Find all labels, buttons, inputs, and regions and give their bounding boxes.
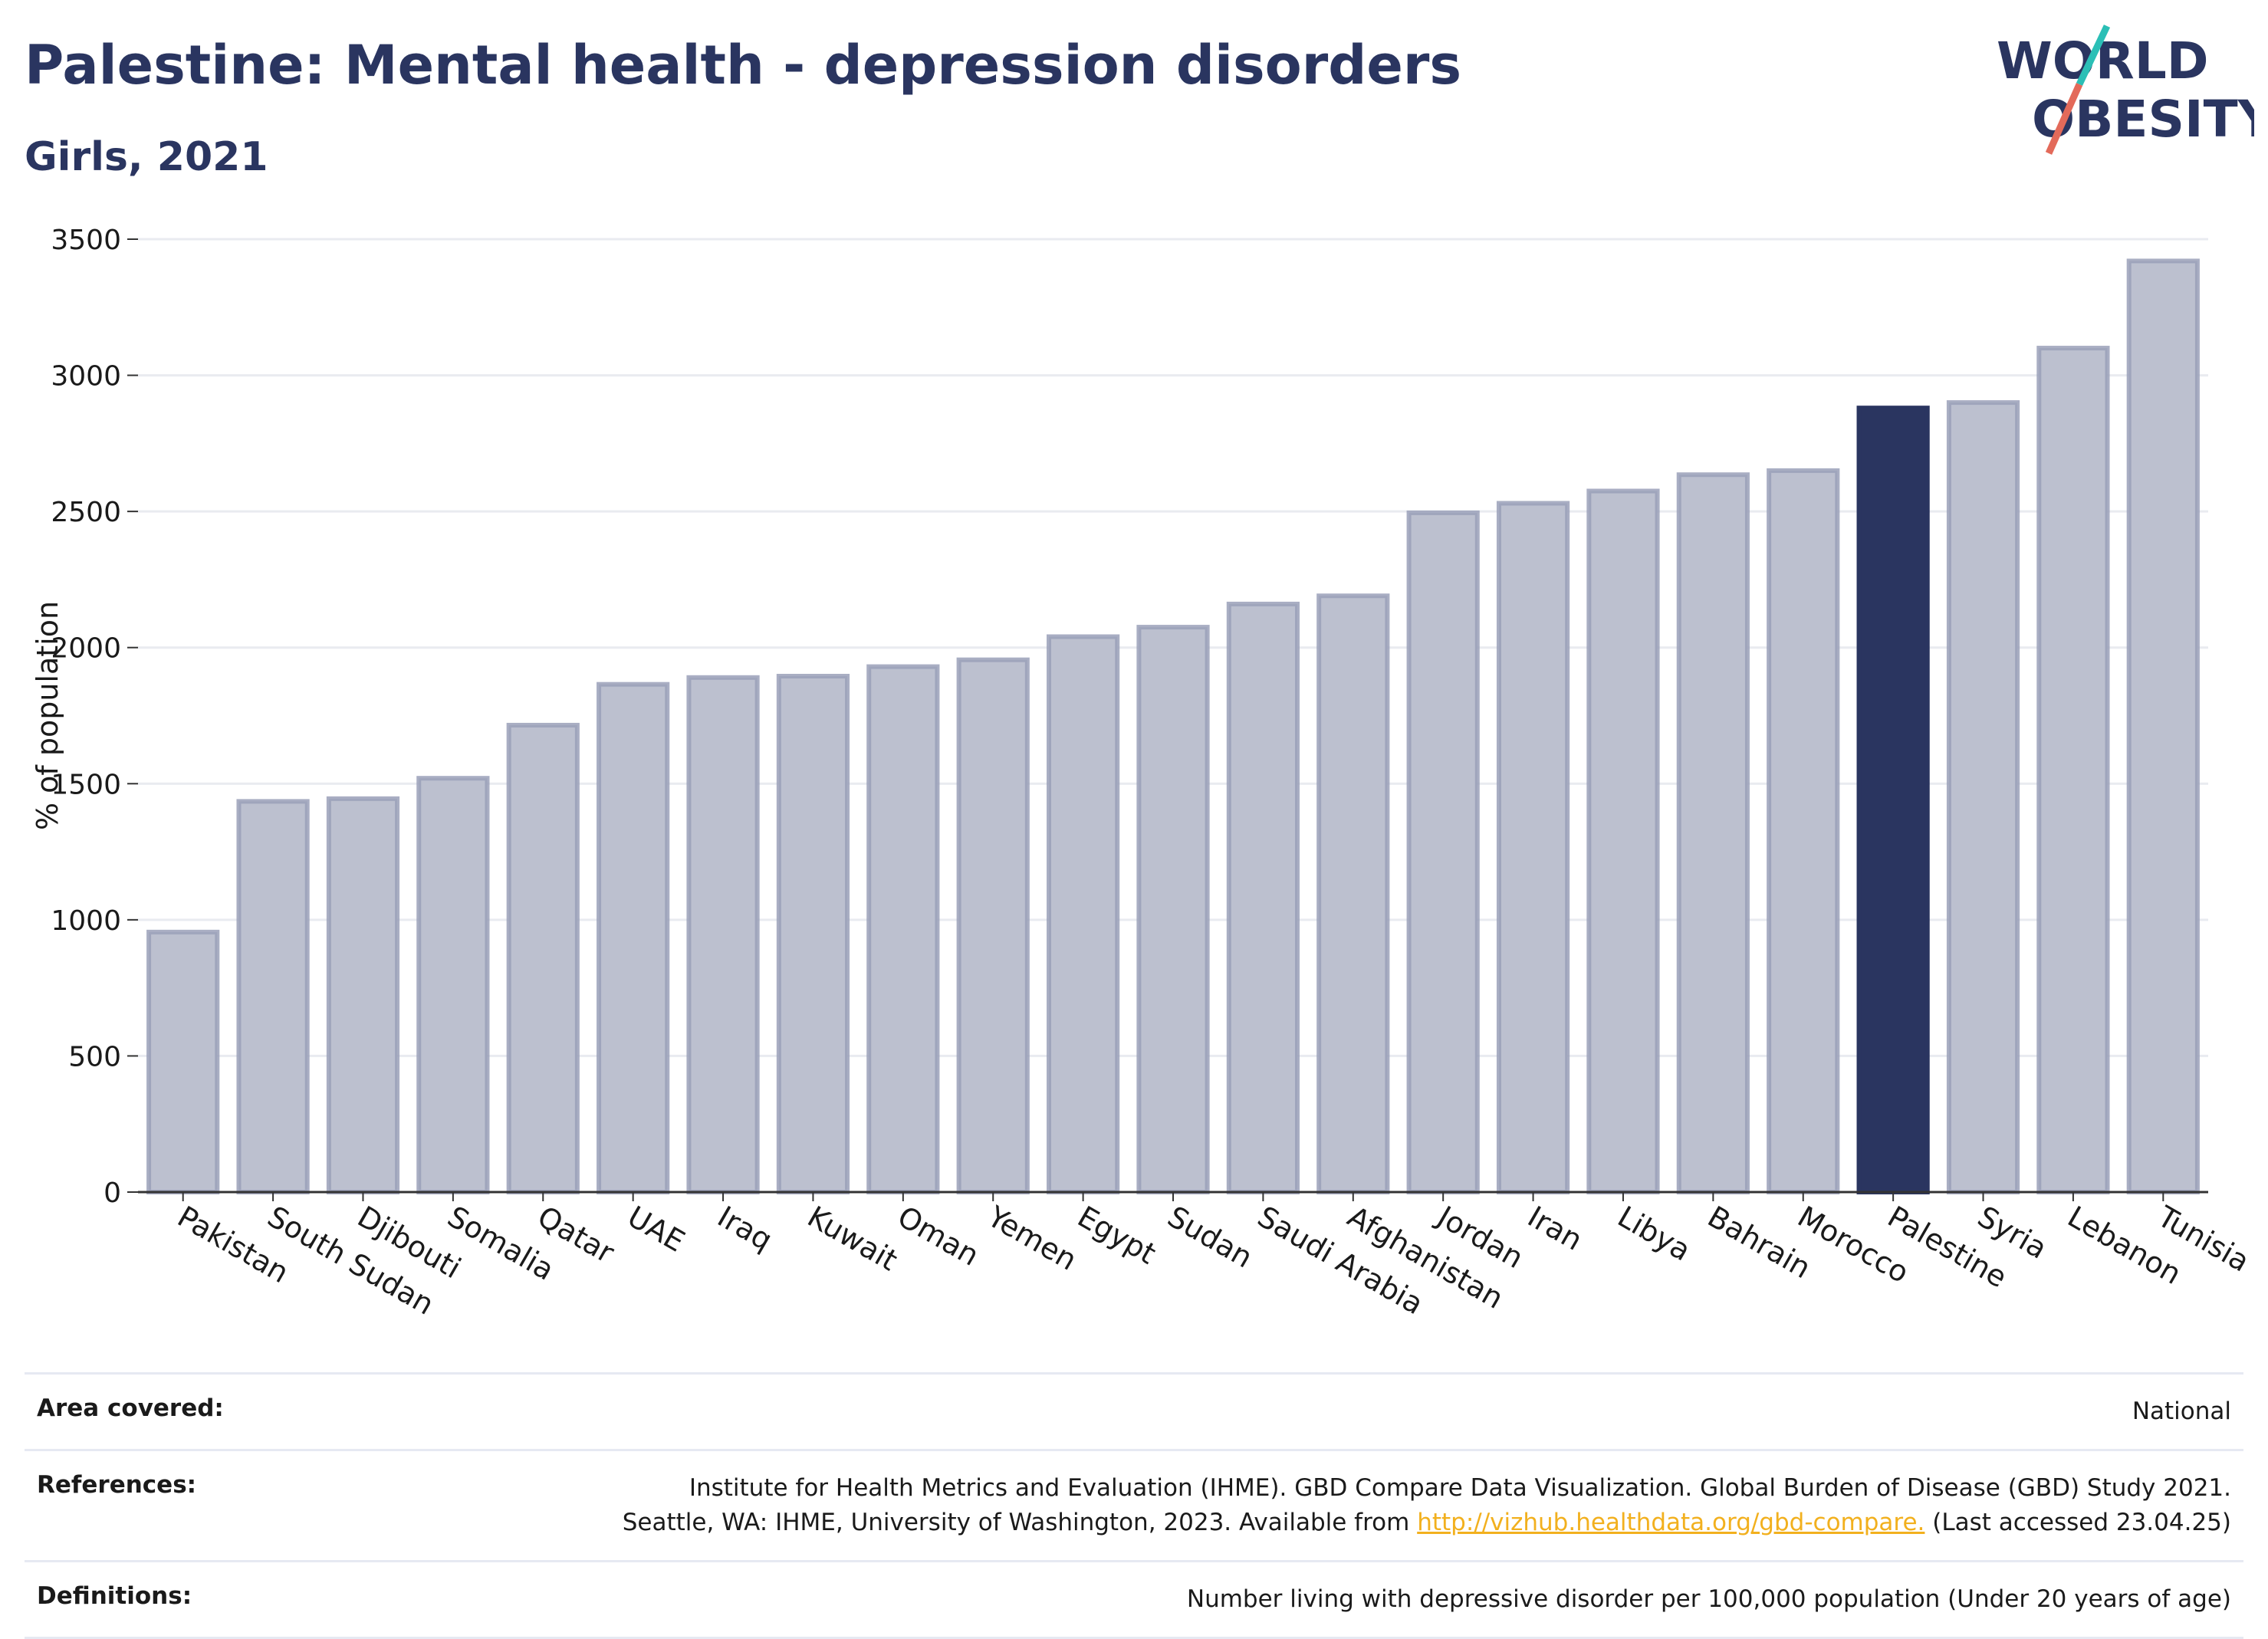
bar-djibouti [326, 796, 400, 1195]
bar-qatar [506, 722, 580, 1194]
references-link[interactable]: http://vizhub.healthdata.org/gbd-compare… [1417, 1508, 1925, 1536]
y-tick-label: 500 [68, 1041, 121, 1072]
bar-afghanistan [1316, 593, 1390, 1194]
bar-sudan [1136, 625, 1210, 1194]
x-tick-label: UAE [622, 1200, 690, 1259]
x-tick-label: Libya [1612, 1200, 1696, 1268]
chart-title: Palestine: Mental health - depression di… [25, 34, 1462, 97]
bar-libya [1586, 488, 1660, 1194]
references-line2-suffix: (Last accessed 23.04.25) [1925, 1508, 2231, 1536]
world-obesity-logo: WORLD OBESITY [1997, 25, 2254, 155]
bar-uae [597, 682, 670, 1194]
x-tick-label: Iraq [712, 1200, 778, 1257]
y-tick-label: 0 [104, 1178, 121, 1209]
footer-row-area: Area covered: National [25, 1372, 2243, 1449]
references-label: References: [37, 1470, 197, 1499]
footer-row-references: References: Institute for Health Metrics… [25, 1448, 2243, 1560]
x-tick-label: Yemen [981, 1199, 1083, 1277]
bar-iraq [686, 675, 760, 1194]
x-tick-label: Egypt [1072, 1200, 1162, 1271]
bar-bahrain [1676, 472, 1750, 1194]
area-covered-value: National [2132, 1398, 2231, 1425]
definitions-label: Definitions: [37, 1582, 192, 1610]
y-tick-label: 2500 [51, 497, 121, 528]
references-line1: Institute for Health Metrics and Evaluat… [689, 1473, 2231, 1502]
bar-saudi-arabia [1226, 601, 1300, 1194]
references-value: Institute for Health Metrics and Evaluat… [623, 1471, 2231, 1540]
x-tick-label: Iran [1522, 1200, 1588, 1257]
bar-palestine [1856, 406, 1930, 1194]
footer-table: Area covered: National References: Insti… [25, 1372, 2243, 1639]
y-tick-label: 3500 [51, 225, 121, 256]
bar-yemen [956, 657, 1030, 1194]
x-tick-label: Sudan [1162, 1200, 1259, 1275]
y-tick-label: 1000 [51, 905, 121, 937]
footer-row-definitions: Definitions: Number living with depressi… [25, 1559, 2243, 1639]
references-line2-prefix: Seattle, WA: IHME, University of Washing… [622, 1508, 1418, 1536]
bar-iran [1496, 501, 1570, 1194]
bar-morocco [1767, 468, 1840, 1194]
bar-lebanon [2036, 346, 2110, 1194]
chart-subtitle: Girls, 2021 [25, 134, 268, 180]
bar-oman [866, 664, 940, 1194]
y-tick-label: 1500 [51, 769, 121, 800]
bar-jordan [1406, 510, 1480, 1194]
bar-chart: 0 500 1000 1500 2000 2500 3000 3500 % of populat… [31, 225, 2255, 1322]
y-axis-label: % of population [31, 601, 64, 830]
definitions-value: Number living with depressive disorder p… [1186, 1585, 2231, 1613]
bar-kuwait [776, 674, 850, 1194]
logo-slash-teal [2076, 25, 2111, 86]
logo-slash-red [2045, 83, 2083, 155]
area-covered-label: Area covered: [37, 1394, 224, 1422]
bar-syria [1946, 400, 2020, 1194]
bar-south-sudan [236, 799, 310, 1194]
bar-egypt [1047, 634, 1120, 1194]
y-tick-label: 3000 [51, 361, 121, 393]
y-tick-label: 2000 [51, 633, 121, 665]
bar-tunisia [2126, 258, 2200, 1195]
x-tick-label: Kuwait [802, 1200, 903, 1278]
bar-pakistan [146, 929, 220, 1195]
bar-somalia [416, 776, 490, 1194]
x-tick-label: Oman [892, 1200, 984, 1273]
x-tick-label: Bahrain [1702, 1200, 1816, 1286]
